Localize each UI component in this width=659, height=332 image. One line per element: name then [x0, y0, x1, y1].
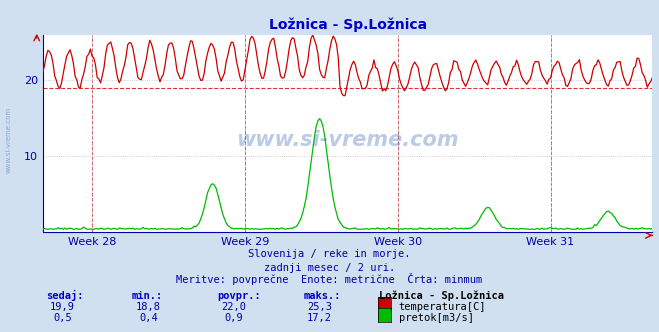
- Text: 25,3: 25,3: [307, 302, 332, 312]
- Text: temperatura[C]: temperatura[C]: [399, 302, 486, 312]
- Text: maks.:: maks.:: [303, 291, 341, 301]
- Text: 0,4: 0,4: [139, 313, 158, 323]
- Text: 17,2: 17,2: [307, 313, 332, 323]
- Text: www.si-vreme.com: www.si-vreme.com: [5, 106, 11, 173]
- Text: povpr.:: povpr.:: [217, 291, 261, 301]
- Text: 19,9: 19,9: [50, 302, 75, 312]
- Text: Slovenija / reke in morje.: Slovenija / reke in morje.: [248, 249, 411, 259]
- Text: 0,5: 0,5: [53, 313, 72, 323]
- Text: min.:: min.:: [132, 291, 163, 301]
- Text: zadnji mesec / 2 uri.: zadnji mesec / 2 uri.: [264, 263, 395, 273]
- Text: 18,8: 18,8: [136, 302, 161, 312]
- Text: sedaj:: sedaj:: [46, 290, 84, 301]
- Text: Meritve: povprečne  Enote: metrične  Črta: minmum: Meritve: povprečne Enote: metrične Črta:…: [177, 273, 482, 285]
- Text: www.si-vreme.com: www.si-vreme.com: [237, 129, 459, 149]
- Text: 0,9: 0,9: [225, 313, 243, 323]
- Text: 22,0: 22,0: [221, 302, 246, 312]
- Text: pretok[m3/s]: pretok[m3/s]: [399, 313, 474, 323]
- Title: Ložnica - Sp.Ložnica: Ložnica - Sp.Ložnica: [269, 18, 426, 32]
- Text: Ložnica - Sp.Ložnica: Ložnica - Sp.Ložnica: [379, 290, 504, 301]
